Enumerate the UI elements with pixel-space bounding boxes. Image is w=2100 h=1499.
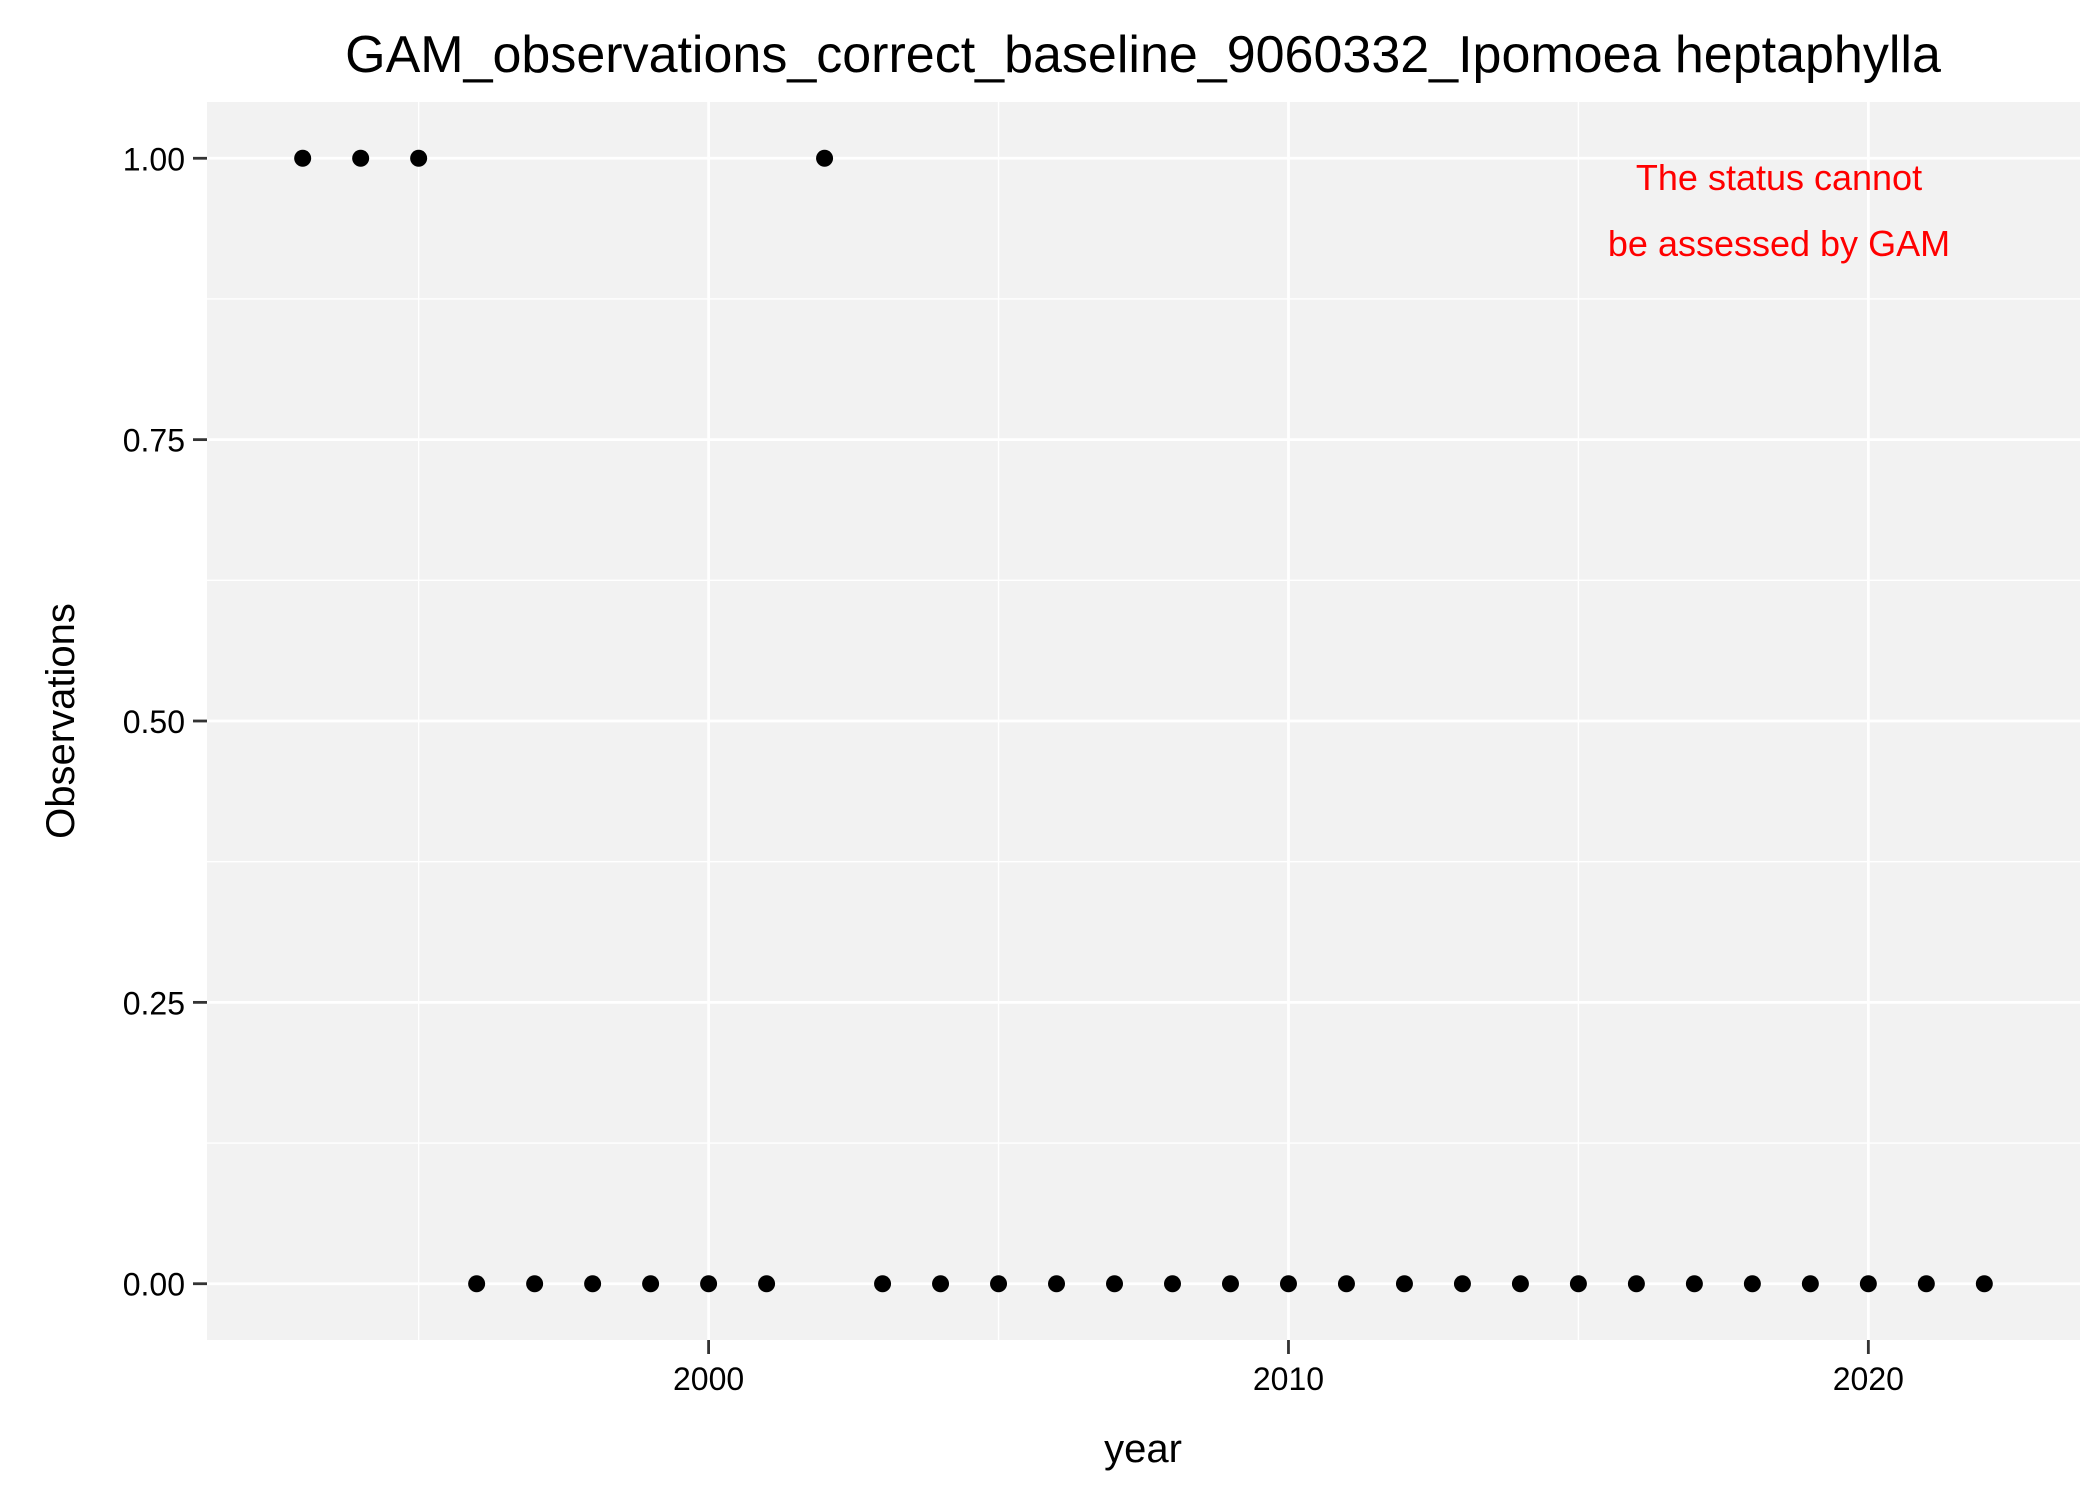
- x-tick-label: 2020: [1833, 1361, 1904, 1397]
- y-axis: 0.00 0.25 0.50 0.75 1.00: [123, 141, 207, 1303]
- annotation-line-1: The status cannot: [1636, 157, 1922, 198]
- data-point: [642, 1275, 660, 1293]
- data-point: [700, 1275, 718, 1293]
- annotation-line-2: be assessed by GAM: [1608, 223, 1950, 264]
- y-axis-label: Observations: [39, 603, 83, 839]
- data-point: [468, 1275, 486, 1293]
- data-point: [1511, 1275, 1529, 1293]
- data-point: [1221, 1275, 1239, 1293]
- data-point: [874, 1275, 892, 1293]
- data-point: [1279, 1275, 1297, 1293]
- chart-title: GAM_observations_correct_baseline_906033…: [345, 26, 1941, 84]
- data-point: [1917, 1275, 1935, 1293]
- data-point: [1627, 1275, 1645, 1293]
- data-points: [294, 149, 1993, 1293]
- data-point: [584, 1275, 602, 1293]
- data-point: [410, 149, 428, 167]
- y-tick-label: 0.25: [123, 985, 185, 1021]
- y-tick-label: 1.00: [123, 141, 185, 177]
- grid-major: [207, 102, 2080, 1340]
- data-point: [1801, 1275, 1819, 1293]
- data-point: [526, 1275, 544, 1293]
- data-point: [1743, 1275, 1761, 1293]
- data-point: [1163, 1275, 1181, 1293]
- data-point: [1048, 1275, 1066, 1293]
- data-point: [932, 1275, 950, 1293]
- x-axis: 2000 2010 2020: [673, 1340, 1904, 1397]
- data-point: [1106, 1275, 1124, 1293]
- data-point: [758, 1275, 776, 1293]
- data-point: [816, 149, 834, 167]
- y-tick-label: 0.75: [123, 423, 185, 459]
- data-point: [1859, 1275, 1877, 1293]
- data-point: [1975, 1275, 1993, 1293]
- x-tick-label: 2000: [673, 1361, 744, 1397]
- y-tick-label: 0.00: [123, 1267, 185, 1303]
- x-axis-label: year: [1104, 1427, 1182, 1471]
- data-point: [1453, 1275, 1471, 1293]
- data-point: [352, 149, 370, 167]
- data-point: [1685, 1275, 1703, 1293]
- x-tick-label: 2010: [1253, 1361, 1324, 1397]
- data-point: [1569, 1275, 1587, 1293]
- data-point: [294, 149, 312, 167]
- data-point: [1337, 1275, 1355, 1293]
- data-point: [990, 1275, 1008, 1293]
- y-tick-label: 0.50: [123, 704, 185, 740]
- data-point: [1395, 1275, 1413, 1293]
